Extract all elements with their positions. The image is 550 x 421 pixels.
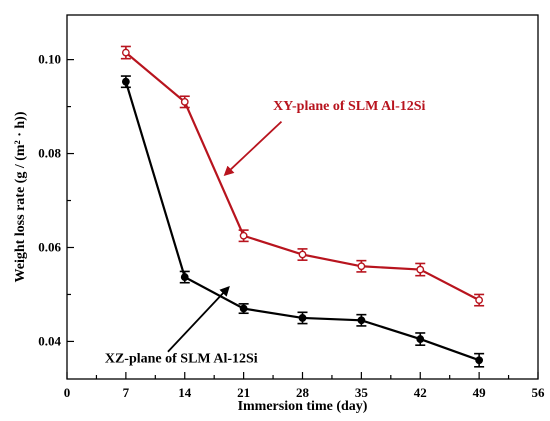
annotation-arrow xyxy=(167,285,230,353)
data-point xyxy=(180,273,189,281)
x-tick-label: 49 xyxy=(473,385,487,400)
y-tick-label: 0.08 xyxy=(38,146,61,161)
series-xz-plane xyxy=(120,75,485,368)
x-tick-label: 7 xyxy=(123,385,130,400)
x-tick-label: 0 xyxy=(64,385,71,400)
data-point xyxy=(298,314,307,322)
annotation-arrow xyxy=(223,120,283,177)
y-axis-ticks: 0.04 0.06 0.08 0.10 xyxy=(38,52,74,348)
data-point xyxy=(121,77,130,86)
data-point xyxy=(239,304,248,313)
data-point xyxy=(357,262,366,271)
x-tick-label: 35 xyxy=(355,385,369,400)
y-tick-label: 0.06 xyxy=(38,239,61,254)
y-tick-label: 0.04 xyxy=(38,333,61,348)
data-point xyxy=(180,97,189,106)
x-axis-ticks: 0 7 14 21 28 35 42 49 56 xyxy=(64,372,545,400)
series-layer xyxy=(120,45,485,368)
annotation-label: XZ-plane of SLM Al-12Si xyxy=(105,352,258,367)
x-tick-label: 14 xyxy=(178,385,192,400)
series-line xyxy=(125,51,480,302)
data-point xyxy=(239,231,248,240)
y-axis-title: Weight loss rate (g / (m² · h)) xyxy=(13,111,28,282)
data-point xyxy=(298,250,307,259)
x-tick-label: 56 xyxy=(532,385,546,400)
data-point xyxy=(475,356,484,365)
plot-frame xyxy=(66,14,539,380)
data-point xyxy=(121,48,130,57)
x-tick-label: 42 xyxy=(414,385,427,400)
annotation-label: XY-plane of SLM Al-12Si xyxy=(273,99,425,114)
x-axis-title: Immersion time (day) xyxy=(238,399,368,414)
y-tick-label: 0.10 xyxy=(38,52,61,67)
x-tick-label: 28 xyxy=(296,385,310,400)
annotation-layer: XY-plane of SLM Al-12Si XZ-plane of SLM A… xyxy=(105,99,426,367)
data-point xyxy=(475,296,484,304)
x-tick-label: 21 xyxy=(237,385,250,400)
data-point xyxy=(416,265,425,274)
series-xy-plane xyxy=(120,45,485,307)
data-point xyxy=(416,335,425,343)
data-point xyxy=(357,316,366,325)
